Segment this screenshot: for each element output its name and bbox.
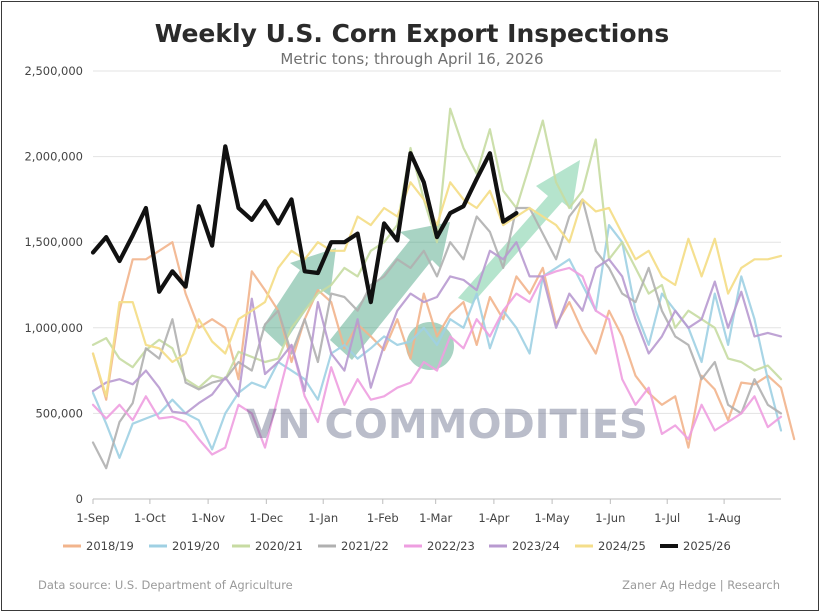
y-tick-label: 1,000,000 [24,321,83,335]
series-line-2022-23 [91,266,783,456]
watermark-brand: VN COMMODITIES [246,402,648,448]
series-lines [90,107,796,470]
footer-credit: Zaner Ag Hedge | Research [622,578,780,592]
legend-label: 2021/22 [341,539,389,553]
legend-label: 2022/23 [427,539,475,553]
x-tick-label: 1-Apr [478,511,509,525]
legend-label: 2024/25 [598,539,646,553]
x-axis-ticks: 1-Sep 1-Oct 1-Nov 1-Dec 1-Jan 1-Feb 1-Mar 1-Apr… [76,499,741,525]
x-tick-label: 1-Oct [134,511,166,525]
y-axis-ticks: 0 500,000 1,000,000 1,500,000 2,000,000 2,500… [24,64,83,506]
y-tick-label: 2,500,000 [24,64,83,78]
watermark-arrow-right [458,160,580,304]
x-tick-label: 1-May [534,511,569,525]
x-tick-label: 1-Jul [654,511,680,525]
x-tick-label: 1-Nov [191,511,225,525]
legend: 2018/19 2019/20 2020/21 2021/22 2022/23 2023/… [63,539,731,553]
footer-source: Data source: U.S. Department of Agricult… [38,578,293,592]
y-tick-label: 500,000 [35,406,83,420]
y-tick-label: 2,000,000 [24,150,83,164]
watermark-handle: @kannbwx [413,445,546,470]
series-line-2024-25 [91,181,783,398]
x-tick-label: 1-Dec [249,511,283,525]
series-line-2021-22 [91,198,783,470]
x-tick-label: 1-Jan [308,511,338,525]
series-line-2023-24 [91,241,783,415]
legend-label: 2023/24 [512,539,560,553]
series-line-2018-19 [91,241,796,449]
legend-label: 2019/20 [172,539,220,553]
y-tick-label: 0 [76,492,83,506]
x-tick-label: 1-Jun [595,511,625,525]
legend-label: 2025/26 [683,539,731,553]
series-line-2020-21 [91,107,783,389]
x-tick-label: 1-Sep [76,511,109,525]
x-tick-label: 1-Mar [419,511,452,525]
series-line-2025-26 [90,144,519,305]
legend-label: 2020/21 [255,539,303,553]
x-tick-label: 1-Aug [707,511,741,525]
legend-label: 2018/19 [86,539,134,553]
x-tick-label: 1-Feb [367,511,399,525]
y-tick-label: 1,500,000 [24,235,83,249]
chart-title: Weekly U.S. Corn Export Inspections [155,19,669,48]
chart-subtitle: Metric tons; through April 16, 2026 [280,50,543,68]
